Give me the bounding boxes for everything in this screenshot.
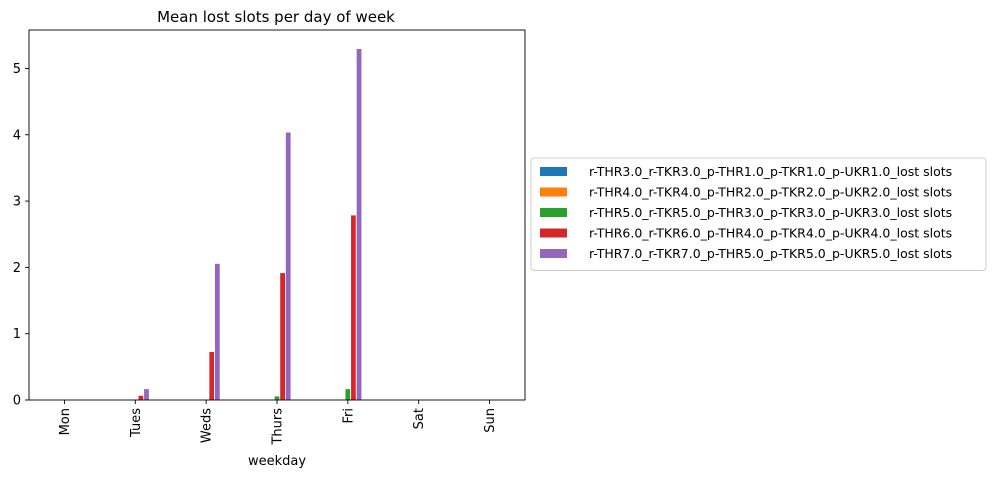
x-axis: Mon Tues Weds Thurs Fri Sat Sun [58,400,498,446]
y-tick-label: 3 [13,195,21,210]
x-tick-label: Weds [200,408,215,443]
legend-swatch [540,208,567,217]
legend-swatch [540,228,567,238]
y-axis: 0 1 2 3 4 5 [13,62,29,409]
legend-label: r-THR5.0_r-TKR5.0_p-THR3.0_p-TKR3.0_p-UK… [589,205,952,220]
legend-label: r-THR6.0_r-TKR6.0_p-THR4.0_p-TKR4.0_p-UK… [589,226,952,241]
bar [279,272,286,401]
y-tick-label: 1 [13,327,21,342]
x-tick-label: Thurs [271,408,286,446]
y-tick-label: 4 [13,128,21,143]
legend: r-THR3.0_r-TKR3.0_p-THR1.0_p-TKR1.0_p-UK… [530,157,987,271]
bar [350,214,357,401]
legend-box [530,157,987,271]
x-axis-label: weekday [248,454,306,469]
y-tick-label: 5 [13,62,21,77]
bar [284,131,292,401]
x-tick-label: Tues [129,408,144,438]
legend-swatch [540,167,567,176]
chart-title: Mean lost slots per day of week [157,8,395,26]
x-tick-label: Sat [412,408,427,429]
plot-frame [28,29,526,401]
bar [208,351,215,401]
bar [143,388,150,401]
legend-label: r-THR4.0_r-TKR4.0_p-THR2.0_p-TKR2.0_p-UK… [589,185,952,200]
bar [355,48,363,401]
legend-label: r-THR3.0_r-TKR3.0_p-THR1.0_p-TKR1.0_p-UK… [589,164,952,179]
bar [137,394,145,401]
legend-swatch [540,249,567,258]
bar [273,395,281,401]
bar [344,388,352,401]
bar [214,263,221,401]
bars-group [137,48,363,401]
x-tick-label: Sun [483,408,498,433]
legend-label: r-THR7.0_r-TKR7.0_p-THR5.0_p-TKR5.0_p-UK… [589,246,952,261]
y-tick-label: 0 [13,394,21,409]
legend-swatch [540,187,567,197]
y-tick-label: 2 [13,261,21,276]
x-tick-label: Mon [58,408,73,435]
x-tick-label: Fri [341,408,356,424]
